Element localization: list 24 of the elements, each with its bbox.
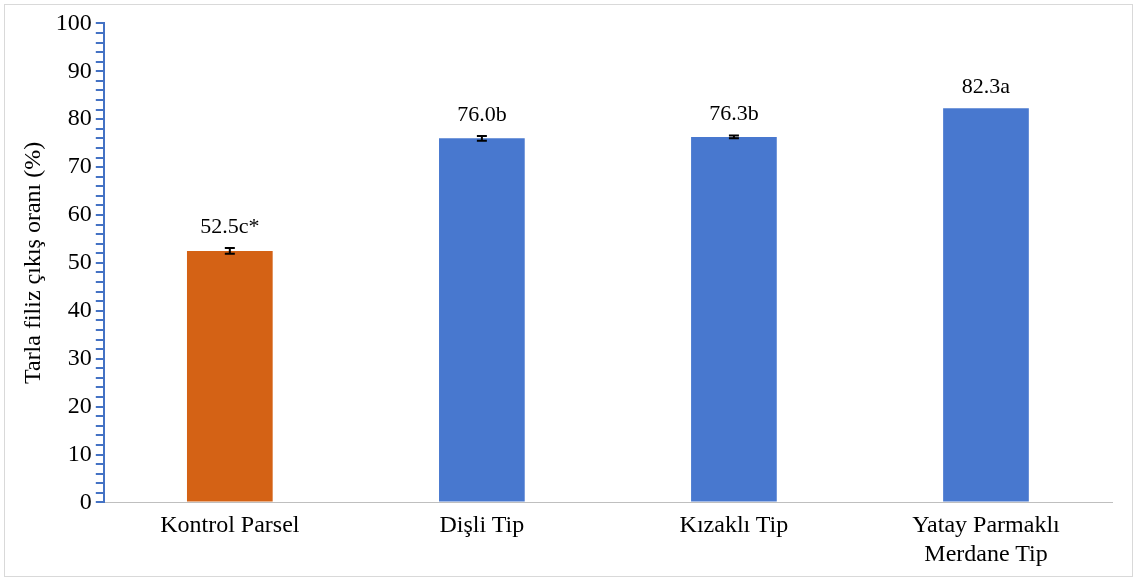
y-tick-label: 20 [67,391,92,418]
y-tick-label: 60 [67,200,92,227]
y-tick-label: 40 [67,296,92,323]
x-tick-label: Kontrol Parsel [160,511,300,538]
x-tick-label: Kızaklı Tip [679,511,789,538]
data-label: 82.3a [961,72,1011,98]
x-tick-label: Dişli Tip [439,511,525,538]
bar [691,136,777,502]
bar [943,108,1029,502]
y-tick-label: 10 [67,439,92,466]
y-axis-title: Tarla filiz çıkış oranı (%) [18,141,45,385]
data-label: 52.5c* [200,212,260,238]
y-tick-label: 50 [67,248,92,275]
y-tick-label: 100 [55,8,92,35]
bar [186,250,273,502]
bar [439,138,525,502]
data-label: 76.0b [457,100,507,126]
y-tick-label: 90 [67,56,92,83]
y-tick-label: 70 [67,152,92,179]
y-tick-label: 80 [67,104,92,131]
data-label: 76.3b [709,100,759,126]
y-tick-label: 30 [67,344,92,370]
y-tick-label: 0 [79,487,92,514]
x-tick-label: Yatay Parmaklı Merdane Tip [912,511,1061,566]
